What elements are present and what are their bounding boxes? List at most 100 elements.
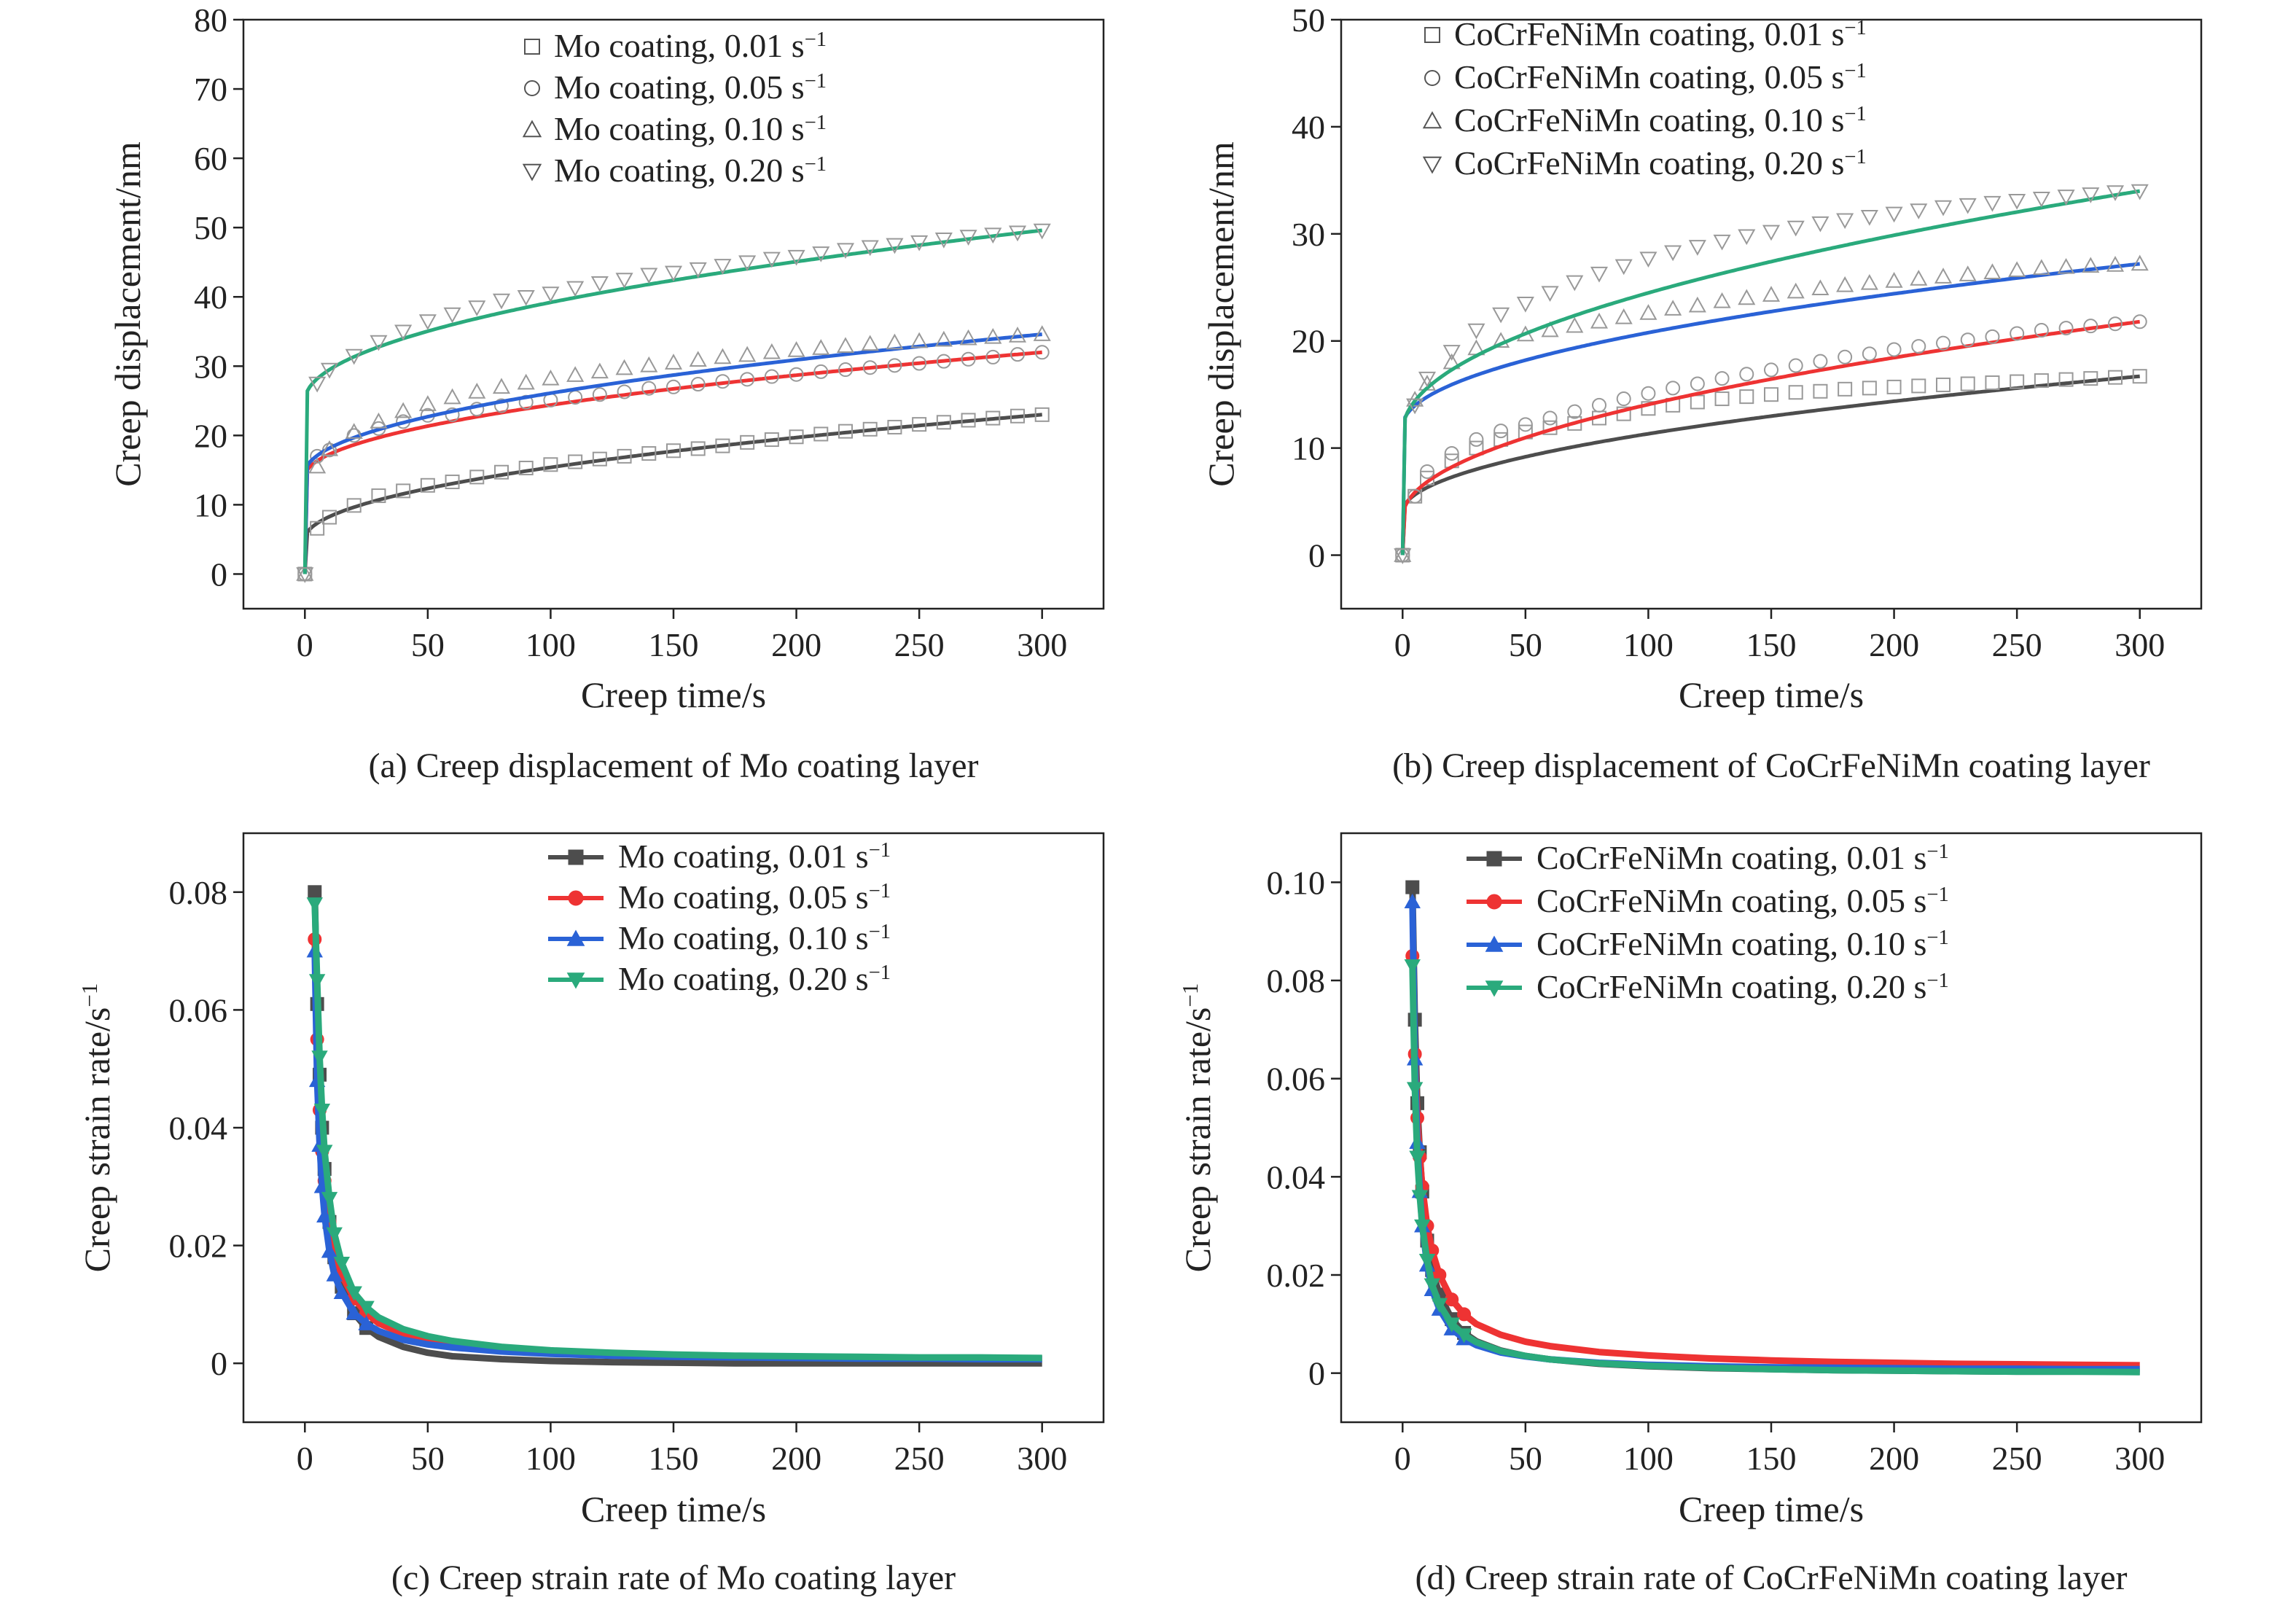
data-point (640, 356, 658, 373)
data-point (714, 348, 732, 364)
data-point (738, 255, 757, 272)
data-point (615, 273, 633, 289)
data-point (689, 351, 707, 367)
data-point (345, 348, 363, 365)
data-point (912, 356, 927, 371)
data-point (418, 395, 437, 411)
legend-marker (522, 163, 542, 182)
series-line (311, 939, 1042, 1362)
data-point (1406, 398, 1424, 415)
data-point (1713, 234, 1731, 251)
x-tick-label: 150 (649, 1440, 699, 1477)
data-point (1985, 329, 2000, 344)
data-point (862, 360, 878, 375)
y-tick-label: 0.10 (1267, 864, 1326, 901)
y-tick-label: 70 (194, 71, 227, 108)
data-point (1516, 297, 1534, 313)
data-point (1424, 1278, 1440, 1293)
data-point (934, 330, 953, 347)
panel-caption: (a) Creep displacement of Mo coating lay… (369, 746, 979, 785)
x-tick-label: 250 (1992, 1440, 2042, 1477)
y-tick-label: 0.02 (169, 1228, 228, 1265)
x-tick-label: 100 (526, 626, 576, 663)
data-point (714, 259, 732, 275)
data-point (1639, 304, 1657, 320)
x-tick-label: 300 (1017, 1440, 1067, 1477)
data-point (1911, 378, 1926, 394)
x-tick-label: 50 (411, 1440, 445, 1477)
data-point (1405, 880, 1420, 894)
x-tick-label: 200 (771, 626, 821, 663)
data-point (1592, 397, 1606, 413)
data-point (306, 897, 323, 913)
data-point (1008, 327, 1027, 343)
legend-label: Mo coating, 0.10 s−1 (618, 919, 891, 956)
panel-caption: (b) Creep displacement of CoCrFeNiMn coa… (1392, 746, 2150, 785)
data-point (1836, 276, 1854, 292)
x-tick-label: 150 (649, 626, 699, 663)
fit-line (1400, 189, 2141, 555)
data-point (2106, 256, 2125, 272)
data-point (2106, 185, 2125, 201)
data-point (1566, 275, 1584, 292)
data-point (1911, 339, 1926, 354)
data-point (1764, 387, 1778, 402)
data-point (1664, 245, 1682, 262)
data-point (2057, 257, 2075, 274)
data-point (326, 1227, 343, 1242)
data-point (1590, 312, 1609, 329)
data-point (2132, 314, 2147, 329)
data-point (813, 426, 829, 442)
data-point (1738, 229, 1756, 246)
y-tick-label: 0.06 (1267, 1061, 1326, 1098)
data-point (961, 413, 976, 428)
y-tick-label: 60 (194, 140, 227, 177)
data-point (2083, 371, 2098, 386)
data-point (345, 1305, 362, 1320)
data-point (1885, 272, 1903, 288)
fit-line (302, 350, 1042, 574)
plot-area (1404, 880, 2140, 1376)
legend-marker (524, 80, 540, 96)
data-point (2132, 369, 2147, 384)
fit-line (1400, 262, 2140, 555)
data-point (1714, 391, 1730, 407)
chart-panel-c: 0 50 100 150 200 250 300 0 0.02 0.04 0.06 0.08 Creep… (77, 832, 1105, 1597)
y-tick-label: 10 (1292, 430, 1325, 467)
fit-line (1400, 319, 2140, 555)
data-point (1443, 1317, 1460, 1333)
data-point (813, 364, 829, 379)
data-point (296, 567, 314, 583)
data-point (370, 412, 388, 429)
y-tick-label: 30 (194, 348, 227, 385)
data-point (566, 281, 585, 297)
data-point (2108, 316, 2123, 332)
x-tick-label: 0 (1394, 626, 1411, 663)
y-axis-label: Creep displacement/nm (107, 141, 148, 487)
data-point (1688, 240, 1706, 256)
x-tick-label: 50 (1509, 626, 1542, 663)
data-point (443, 388, 461, 405)
data-point (358, 1300, 375, 1316)
y-axis-label-group: Creep displacement/nm (107, 141, 148, 487)
data-point (1910, 270, 1928, 286)
data-point (1813, 354, 1828, 369)
data-point (418, 314, 437, 330)
x-tick-label: 300 (2115, 626, 2165, 663)
data-point (762, 251, 781, 268)
y-tick-label: 30 (1292, 216, 1325, 253)
data-point (2131, 184, 2149, 200)
data-point (1886, 342, 1902, 357)
data-point (311, 1050, 328, 1066)
x-tick-label: 150 (1746, 1440, 1797, 1477)
data-point (543, 457, 558, 472)
fit-line (302, 228, 1042, 574)
data-point (740, 434, 755, 450)
y-axis-label-group: Creep displacement/nm (1200, 141, 1241, 487)
data-point (2082, 187, 2100, 203)
data-point (1394, 548, 1412, 564)
legend: CoCrFeNiMn coating, 0.01 s−1 CoCrFeNiMn c… (1467, 839, 1949, 1005)
data-point (1960, 376, 1975, 391)
data-point (308, 376, 327, 393)
legend-marker (1422, 156, 1442, 174)
